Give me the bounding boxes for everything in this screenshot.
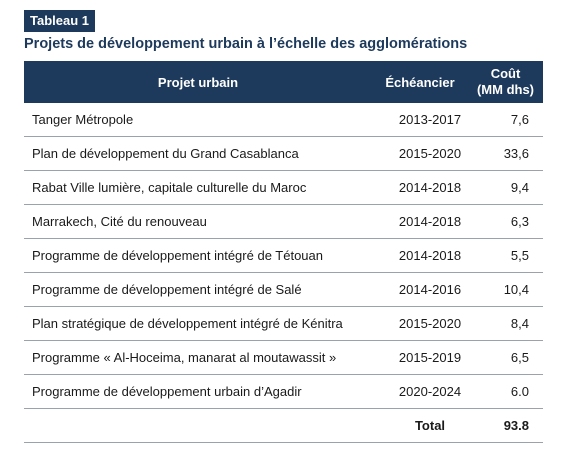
header-cost: Coût (MM dhs): [468, 66, 543, 98]
cell-schedule: 2020-2024: [398, 384, 462, 399]
cell-schedule: 2015-2019: [398, 350, 462, 365]
header-schedule: Échéancier: [385, 74, 455, 90]
total-value: 93.8: [503, 418, 529, 433]
table-row: Programme de développement intégré de Sa…: [24, 273, 543, 307]
cell-schedule: 2014-2018: [398, 248, 462, 263]
cell-project: Plan stratégique de développement intégr…: [32, 316, 343, 331]
cell-project: Marrakech, Cité du renouveau: [32, 214, 207, 229]
table-badge: Tableau 1: [24, 10, 96, 32]
table-row: Programme « Al-Hoceima, manarat al mouta…: [24, 341, 543, 375]
table-row: Tanger Métropole 2013-2017 7,6: [24, 103, 543, 137]
table-row: Programme de développement urbain d’Agad…: [24, 375, 543, 409]
table-row: Plan de développement du Grand Casablanc…: [24, 137, 543, 171]
cell-schedule: 2015-2020: [398, 146, 462, 161]
cell-schedule: 2014-2018: [398, 214, 462, 229]
header-cost-line2: (MM dhs): [476, 82, 535, 97]
cell-project: Programme « Al-Hoceima, manarat al mouta…: [32, 350, 337, 365]
cell-cost: 7,6: [510, 112, 529, 127]
projects-table: Projet urbain Échéancier Coût (MM dhs) T…: [24, 61, 543, 443]
cell-project: Programme de développement intégré de Té…: [32, 248, 324, 263]
total-row: Total 93.8: [24, 409, 543, 443]
cell-cost: 33,6: [503, 146, 529, 161]
cell-project: Programme de développement urbain d’Agad…: [32, 384, 302, 399]
cell-project: Programme de développement intégré de Sa…: [32, 282, 302, 297]
cell-cost: 8,4: [510, 316, 529, 331]
table-row: Marrakech, Cité du renouveau 2014-2018 6…: [24, 205, 543, 239]
header-project: Projet urbain: [157, 74, 239, 90]
cell-cost: 6,3: [510, 214, 529, 229]
cell-schedule: 2015-2020: [398, 316, 462, 331]
table-header: Projet urbain Échéancier Coût (MM dhs): [24, 61, 543, 103]
table-row: Rabat Ville lumière, capitale culturelle…: [24, 171, 543, 205]
cell-cost: 10,4: [503, 282, 529, 297]
cell-cost: 5,5: [510, 248, 529, 263]
cell-schedule: 2014-2018: [398, 180, 462, 195]
total-label: Total: [414, 418, 446, 433]
cell-cost: 9,4: [510, 180, 529, 195]
cell-cost: 6.0: [510, 384, 529, 399]
cell-schedule: 2013-2017: [398, 112, 462, 127]
cell-project: Plan de développement du Grand Casablanc…: [32, 146, 299, 161]
cell-project: Tanger Métropole: [32, 112, 134, 127]
table-title: Projets de développement urbain à l’éche…: [24, 36, 468, 52]
table-row: Plan stratégique de développement intégr…: [24, 307, 543, 341]
table-row: Programme de développement intégré de Té…: [24, 239, 543, 273]
cell-schedule: 2014-2016: [398, 282, 462, 297]
header-cost-line1: Coût: [490, 66, 521, 81]
cell-cost: 6,5: [510, 350, 529, 365]
cell-project: Rabat Ville lumière, capitale culturelle…: [32, 180, 307, 195]
